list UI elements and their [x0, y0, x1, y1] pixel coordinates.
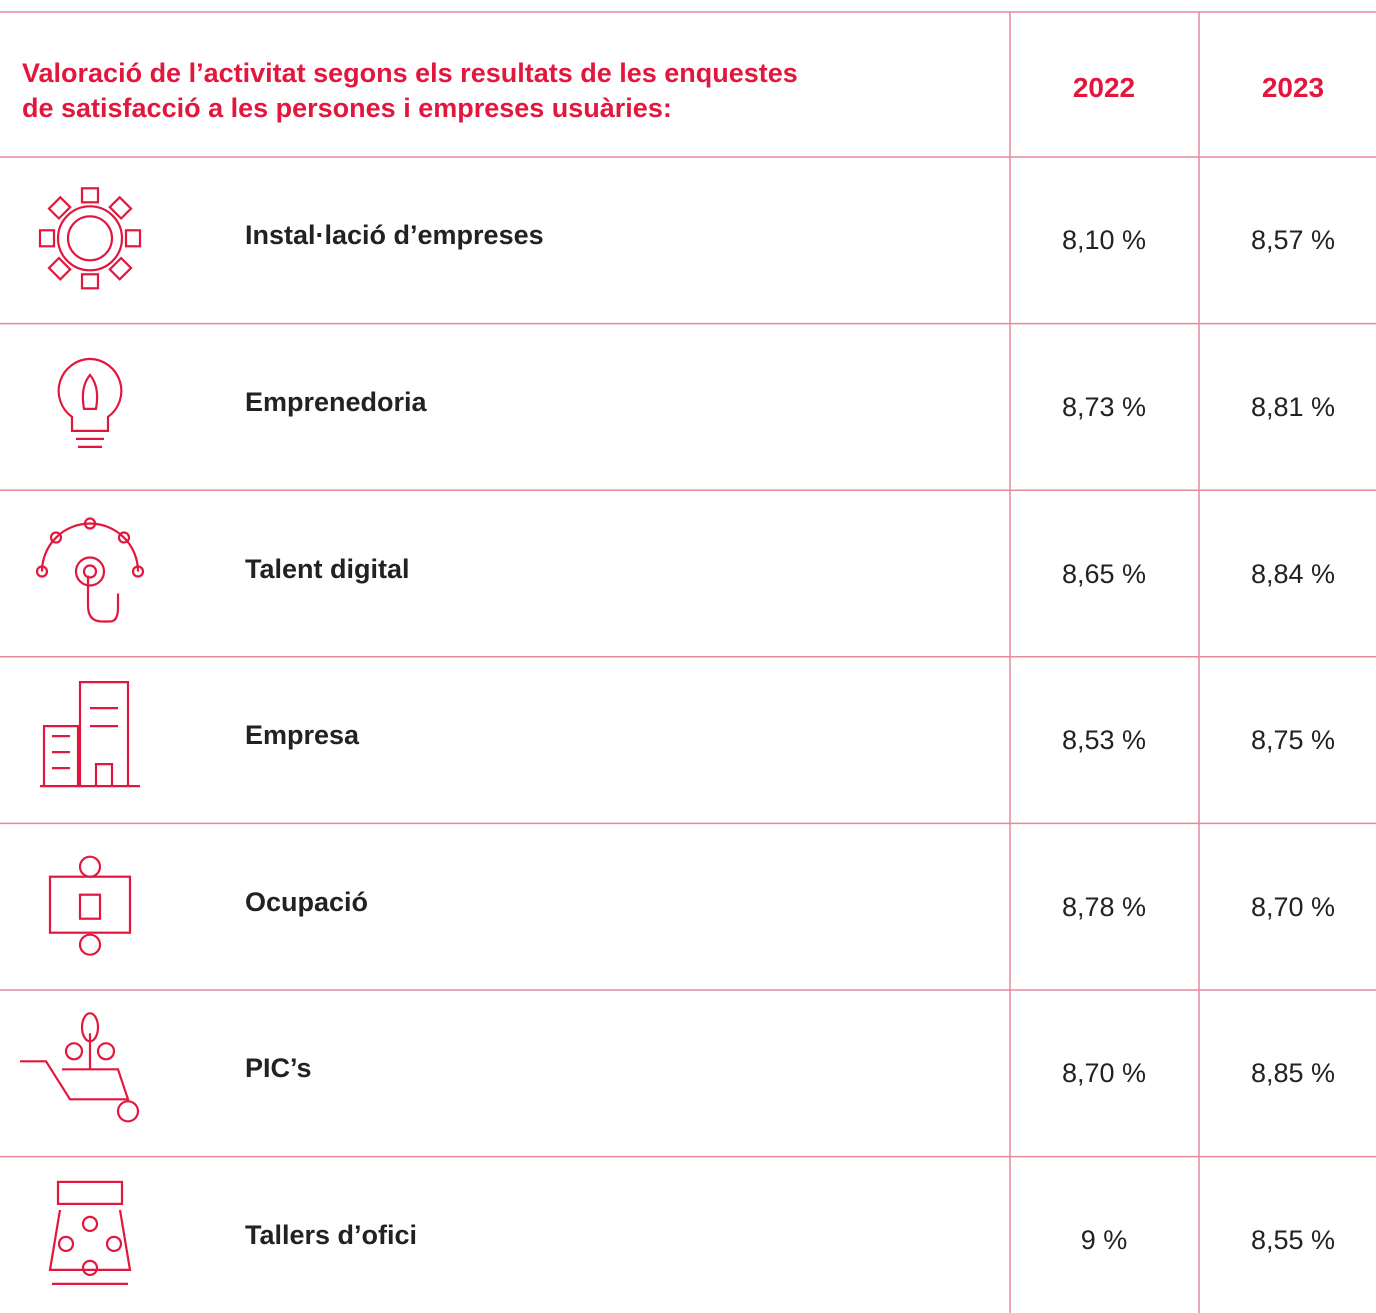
row-label: Empresa: [245, 720, 360, 751]
row-icon: [35, 517, 145, 623]
row-label: Instal·lació d’empreses: [245, 220, 544, 251]
cell-value: 8,70 %: [1250, 891, 1336, 922]
icon-part: [40, 522, 140, 572]
icon-part: [78, 893, 102, 920]
icon-part: [76, 373, 104, 448]
cell-value: 8,78 %: [1061, 891, 1147, 922]
row-icon: [48, 855, 132, 956]
cell-value: 8,85 %: [1250, 1058, 1336, 1089]
title-line: de satisfacció a les persones i empreses…: [22, 93, 672, 123]
row-icon: [38, 187, 142, 290]
cell-value: 8,53 %: [1061, 725, 1147, 756]
icon-part: [35, 565, 49, 578]
icon-part: [96, 1042, 116, 1061]
icon-part: [78, 933, 102, 956]
row-label: Talent digital: [245, 553, 410, 584]
row-label: Ocupació: [245, 886, 369, 917]
icon-part: [108, 256, 133, 281]
cell-value: 8,70 %: [1061, 1058, 1147, 1089]
row-icon: [57, 357, 123, 448]
row-label: Tallers d’ofici: [245, 1219, 418, 1250]
icon-part: [80, 1012, 100, 1043]
row-icon: [40, 680, 140, 788]
cell-value: 8,55 %: [1250, 1224, 1336, 1255]
icon-part: [56, 205, 124, 272]
icon-part: [108, 195, 133, 221]
icon-part: [80, 273, 100, 290]
icon-part: [57, 1235, 75, 1253]
icon-part: [117, 531, 131, 544]
icon-part: [74, 556, 106, 587]
icon-part: [78, 855, 102, 878]
row-icon: [48, 1180, 132, 1286]
icon-part: [57, 357, 123, 432]
icon-part: [20, 1033, 130, 1101]
icon-part: [86, 575, 120, 623]
icon-part: [80, 187, 100, 204]
cell-value: 8,75 %: [1250, 725, 1336, 756]
icon-part: [48, 875, 132, 934]
cell-value: 9 %: [1080, 1224, 1128, 1255]
icon-part: [48, 1209, 132, 1286]
icon-part: [131, 565, 145, 578]
title-line: Valoració de l’activitat segons els resu…: [22, 58, 798, 88]
icon-part: [40, 680, 140, 788]
row-label: Emprenedoria: [245, 386, 427, 417]
row-label: PIC’s: [245, 1053, 312, 1084]
icon-part: [124, 229, 142, 248]
icon-part: [83, 517, 97, 530]
cell-value: 8,84 %: [1250, 558, 1336, 589]
icon-part: [81, 1259, 99, 1277]
icon-part: [66, 215, 114, 262]
cell-value: 8,10 %: [1061, 225, 1147, 256]
cell-value: 8,81 %: [1250, 391, 1336, 422]
row-icon: [20, 1012, 140, 1123]
icon-part: [105, 1235, 123, 1253]
icon-part: [81, 1215, 99, 1233]
icon-part: [64, 1042, 84, 1061]
icon-part: [56, 1180, 124, 1206]
icon-part: [38, 229, 56, 248]
column-header: 2023: [1261, 72, 1325, 103]
icon-part: [47, 195, 72, 221]
cell-value: 8,57 %: [1250, 225, 1336, 256]
icon-part: [49, 531, 63, 544]
cell-value: 8,65 %: [1061, 558, 1147, 589]
cell-value: 8,73 %: [1061, 391, 1147, 422]
icon-part: [82, 564, 98, 579]
icon-part: [116, 1100, 140, 1123]
icon-part: [47, 256, 72, 281]
column-header: 2022: [1072, 72, 1136, 103]
